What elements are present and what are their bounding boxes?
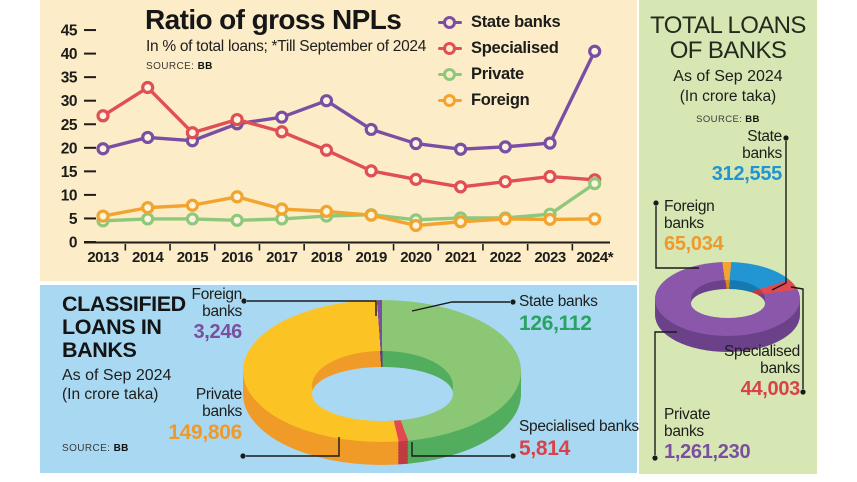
svg-text:15: 15 bbox=[61, 164, 78, 181]
callout-value: 126,112 bbox=[519, 311, 592, 335]
donut-hole bbox=[690, 289, 765, 318]
legend-item-private: Private bbox=[438, 61, 560, 87]
classified-date: As of Sep 2024 bbox=[62, 367, 172, 384]
total-loans-panel: TOTAL LOANS OF BANKS As of Sep 2024 (In … bbox=[639, 0, 817, 474]
legend-item-state-banks: State banks bbox=[438, 9, 561, 35]
svg-text:25: 25 bbox=[61, 117, 78, 134]
callout-name: Private banks bbox=[664, 406, 711, 440]
svg-text:2016: 2016 bbox=[221, 249, 253, 266]
npl-chart-subtitle: In % of total loans; *Till September of … bbox=[146, 38, 427, 55]
callout-name: State banks bbox=[519, 293, 598, 310]
callout-value: 44,003 bbox=[740, 378, 801, 401]
total-date: As of Sep 2024 bbox=[673, 68, 783, 85]
callout-value: 1,261,230 bbox=[664, 441, 751, 464]
callout-state-banks: State banks 126,112 bbox=[519, 293, 649, 336]
svg-text:2024*: 2024* bbox=[576, 249, 613, 266]
y-axis: 0 5 10 15 20 25 30 35 40 45 bbox=[61, 23, 96, 252]
source-value: BB bbox=[197, 61, 213, 72]
svg-text:2020: 2020 bbox=[400, 249, 432, 266]
classified-unit: (In crore taka) bbox=[62, 386, 159, 403]
source-value: BB bbox=[113, 443, 129, 454]
total-source: SOURCE: BB bbox=[639, 114, 817, 125]
svg-text:2015: 2015 bbox=[177, 249, 209, 266]
callout-name: Private banks bbox=[195, 386, 242, 420]
svg-text:10: 10 bbox=[61, 187, 77, 204]
classified-loans-panel: CLASSIFIED LOANS IN BANKS As of Sep 2024… bbox=[40, 285, 639, 473]
npl-chart-title: Ratio of gross NPLs bbox=[145, 4, 402, 35]
callout-value: 3,246 bbox=[193, 321, 242, 344]
series-state-banks bbox=[96, 44, 602, 156]
svg-text:45: 45 bbox=[61, 23, 78, 40]
legend-marker-icon bbox=[438, 68, 462, 81]
svg-text:2019: 2019 bbox=[356, 249, 388, 266]
callout-private-banks: Private banks 149,806 bbox=[150, 386, 242, 445]
callout-value: 312,555 bbox=[711, 163, 783, 186]
svg-text:2021: 2021 bbox=[445, 249, 477, 266]
callout-value: 5,814 bbox=[519, 436, 571, 460]
svg-text:40: 40 bbox=[61, 46, 77, 63]
callout-name: Foreign banks bbox=[191, 286, 243, 320]
legend-marker-icon bbox=[438, 16, 462, 29]
svg-text:2014: 2014 bbox=[132, 249, 165, 266]
svg-text:5: 5 bbox=[69, 211, 78, 228]
classified-source: SOURCE: BB bbox=[62, 443, 129, 454]
x-axis: 2013 2014 2015 2016 2017 2018 2019 2020 2021 2022… bbox=[84, 241, 614, 266]
svg-text:35: 35 bbox=[61, 70, 78, 87]
svg-text:30: 30 bbox=[61, 93, 77, 110]
legend-label: Specialised bbox=[471, 38, 559, 57]
svg-text:2023: 2023 bbox=[534, 249, 566, 266]
callout-name: Specialised banks bbox=[519, 418, 639, 435]
source-label: SOURCE: bbox=[62, 443, 111, 454]
legend-label: State banks bbox=[471, 12, 561, 31]
callout-specialised-banks: Specialised banks 5,814 bbox=[519, 418, 669, 461]
legend-item-foreign: Foreign bbox=[438, 87, 560, 113]
total-connectors bbox=[652, 135, 806, 461]
classified-loans-donut bbox=[243, 300, 521, 465]
legend-label: Private bbox=[471, 64, 524, 83]
legend-marker-icon bbox=[438, 42, 462, 55]
donut-hole bbox=[311, 367, 453, 421]
callout-state-banks: State banks 312,555 bbox=[687, 128, 783, 186]
classified-connectors bbox=[240, 298, 516, 459]
source-value: BB bbox=[745, 114, 760, 125]
callout-value: 149,806 bbox=[168, 421, 242, 445]
svg-text:20: 20 bbox=[61, 140, 77, 157]
total-loans-donut bbox=[655, 262, 800, 352]
callout-name: Foreign banks bbox=[664, 198, 715, 232]
callout-foreign-banks: Foreign banks 65,034 bbox=[664, 198, 764, 256]
callout-private-banks: Private banks 1,261,230 bbox=[664, 406, 794, 464]
source-label: SOURCE: bbox=[146, 61, 195, 72]
series-foreign bbox=[96, 190, 602, 233]
classified-title: CLASSIFIED LOANS IN BANKS bbox=[62, 292, 186, 362]
callout-value: 65,034 bbox=[664, 233, 724, 256]
source-label: SOURCE: bbox=[696, 114, 743, 125]
npl-source: SOURCE: BB bbox=[146, 61, 213, 72]
total-title: TOTAL LOANS OF BANKS bbox=[650, 12, 806, 64]
svg-text:2022: 2022 bbox=[490, 249, 522, 266]
series-specialised bbox=[96, 80, 602, 194]
svg-text:2013: 2013 bbox=[87, 249, 119, 266]
npl-chart-panel: 0 5 10 15 20 25 30 35 40 45 2013 2014 2015 2016 2017 20… bbox=[40, 0, 637, 281]
svg-text:0: 0 bbox=[69, 235, 77, 252]
callout-specialised-banks: Specialised banks 44,003 bbox=[679, 343, 801, 401]
total-unit: (In crore taka) bbox=[679, 88, 777, 105]
legend-label: Foreign bbox=[471, 90, 530, 109]
callout-foreign-banks: Foreign banks 3,246 bbox=[150, 286, 243, 344]
legend-item-specialised: Specialised bbox=[438, 35, 560, 61]
npl-legend: State banks Specialised Private Foreign bbox=[438, 9, 561, 113]
legend-marker-icon bbox=[438, 94, 462, 107]
callout-name: Specialised banks bbox=[724, 343, 800, 377]
svg-text:2018: 2018 bbox=[311, 249, 343, 266]
callout-name: State banks bbox=[742, 128, 782, 162]
svg-text:2017: 2017 bbox=[266, 249, 298, 266]
